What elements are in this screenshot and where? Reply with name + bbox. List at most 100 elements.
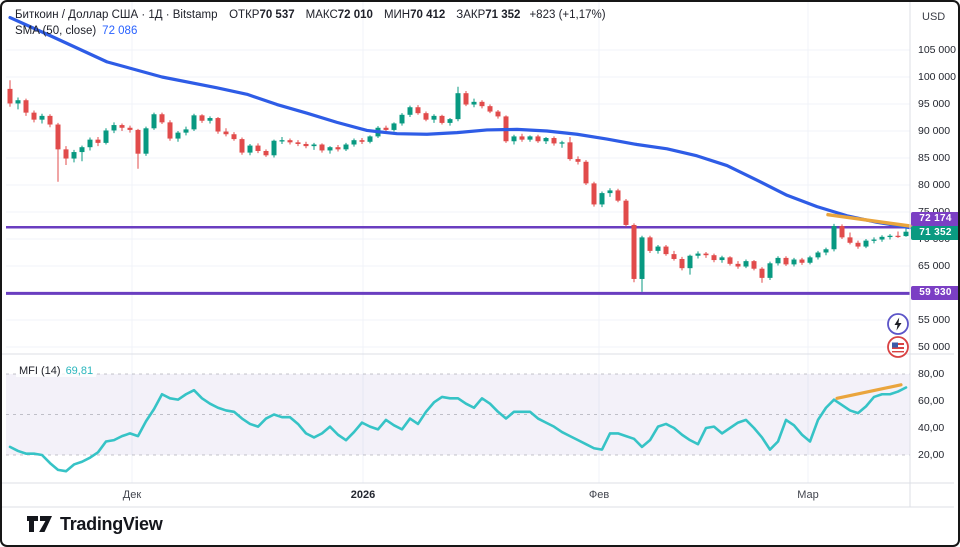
sma-value: 72 086 <box>102 25 138 37</box>
time-tick-label[interactable]: Мар <box>797 489 819 501</box>
mfi-value: 69,81 <box>65 365 94 377</box>
candle-body <box>111 125 117 131</box>
candle-body <box>191 115 197 130</box>
candle-body <box>735 263 741 267</box>
candle-body <box>279 140 285 142</box>
candle-body <box>831 226 837 250</box>
candle-body <box>855 242 861 247</box>
candle-body <box>551 138 557 144</box>
candle-body <box>495 111 501 117</box>
candle-body <box>479 101 485 107</box>
candle-body <box>175 132 181 139</box>
candle-body <box>327 147 333 151</box>
candle-body <box>791 259 797 265</box>
candle-body <box>303 143 309 147</box>
time-tick-label[interactable]: Фев <box>588 489 610 501</box>
candle-body <box>127 127 133 130</box>
mfi-tick-label: 60,00 <box>918 395 945 407</box>
price-tick-label: 100 000 <box>918 71 956 83</box>
candle-body <box>783 257 789 265</box>
candle-body <box>207 118 213 121</box>
candle-body <box>631 224 637 279</box>
mfi-tick-label: 40,00 <box>918 422 945 434</box>
tradingview-logo-icon <box>27 516 52 532</box>
candle-body <box>87 139 93 148</box>
candle-body <box>487 106 493 112</box>
candle-body <box>767 263 773 278</box>
candle-body <box>607 190 613 194</box>
candle-body <box>359 140 365 142</box>
us-flag-idea-icon[interactable] <box>886 335 910 359</box>
sma-indicator-row[interactable]: SMA (50, close) 72 086 <box>15 25 137 37</box>
candle-body <box>247 145 253 153</box>
candle-body <box>615 190 621 201</box>
candle-body <box>719 257 725 261</box>
candle-body <box>567 142 573 160</box>
candle-body <box>439 115 445 123</box>
candle-body <box>663 246 669 255</box>
high-label: МАКС <box>305 9 338 21</box>
candle-body <box>455 93 461 120</box>
symbol-title[interactable]: Биткоин / Доллар США · 1Д · Bitstamp <box>15 9 218 21</box>
candle-body <box>775 257 781 264</box>
currency-label[interactable]: USD <box>922 11 946 23</box>
candle-body <box>847 237 853 243</box>
tradingview-logo[interactable]: TradingView <box>26 513 163 535</box>
candle-body <box>367 136 373 142</box>
candle-body <box>687 255 693 269</box>
lightning-idea-icon[interactable] <box>886 312 910 336</box>
candle-body <box>423 113 429 120</box>
price-tick-label: 65 000 <box>918 260 951 272</box>
candle-body <box>759 268 765 278</box>
time-tick-label[interactable]: 2026 <box>350 489 376 501</box>
candle-body <box>527 136 533 140</box>
candle-body <box>15 100 21 104</box>
candle-body <box>647 237 653 251</box>
candle-body <box>223 131 229 135</box>
mfi-band <box>6 374 910 455</box>
candle-body <box>103 130 109 143</box>
mfi-line <box>8 386 908 473</box>
price-tick-label: 105 000 <box>918 44 956 56</box>
candle-body <box>319 144 325 151</box>
candle-body <box>519 136 525 140</box>
candle-body <box>47 115 53 125</box>
candle-body <box>823 249 829 253</box>
candle-body <box>711 255 717 261</box>
candle-body <box>23 100 29 113</box>
price-tick-label: 95 000 <box>918 98 951 110</box>
candle-body <box>199 115 205 121</box>
low-label: МИН <box>383 9 411 21</box>
time-tick-label[interactable]: Дек <box>122 489 142 501</box>
candle-body <box>399 114 405 124</box>
candle-body <box>623 200 629 225</box>
tradingview-logo-text: TradingView <box>60 513 163 534</box>
price-tick-label: 90 000 <box>918 125 951 137</box>
low-value: 70 412 <box>410 9 446 21</box>
candle-body <box>463 93 469 105</box>
candle-body <box>135 129 141 154</box>
candle-body <box>167 122 173 139</box>
candle-body <box>39 115 45 120</box>
candle-body <box>335 147 341 150</box>
candle-body <box>863 240 869 247</box>
candle-body <box>679 258 685 269</box>
candle-body <box>671 254 677 259</box>
candle-body <box>255 145 261 151</box>
mfi-indicator-row[interactable]: MFI (14) 69,81 <box>16 365 97 377</box>
candle-body <box>159 114 165 123</box>
candle-body <box>415 107 421 114</box>
candle-body <box>343 144 349 150</box>
candle-body <box>95 139 101 143</box>
candle-body <box>559 142 565 144</box>
candle-body <box>751 261 757 269</box>
candle-body <box>119 125 125 128</box>
candle-body <box>71 152 77 159</box>
candle-body <box>511 136 517 142</box>
sma50-line <box>8 16 912 230</box>
candlestick-series <box>7 80 909 292</box>
candle-body <box>727 257 733 264</box>
candle-body <box>231 134 237 140</box>
candle-body <box>895 235 901 238</box>
